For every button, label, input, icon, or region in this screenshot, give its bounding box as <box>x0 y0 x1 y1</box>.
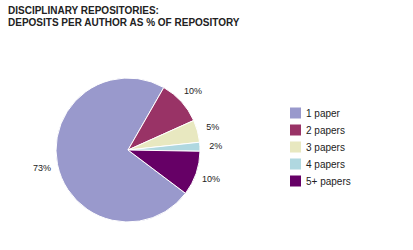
legend-item: 4 papers <box>290 159 345 170</box>
data-label: 2% <box>209 141 222 151</box>
legend-swatch <box>290 142 301 153</box>
title-line: DISCIPLINARY REPOSITORIES: <box>8 5 159 16</box>
legend-label: 3 papers <box>306 142 345 153</box>
legend-item: 2 papers <box>290 125 345 136</box>
legend-label: 5+ papers <box>306 176 351 187</box>
data-labels: 73% 10% 5% 2% 10% <box>33 86 222 184</box>
legend: 1 paper 2 papers 3 papers 4 papers 5+ papers <box>290 108 351 187</box>
title-line: DEPOSITS PER AUTHOR AS % OF REPOSITORY <box>8 17 240 28</box>
title: DISCIPLINARY REPOSITORIES:DEPOSITS PER A… <box>8 5 240 28</box>
data-label: 5% <box>206 122 219 132</box>
pie <box>56 78 200 222</box>
data-label: 10% <box>184 86 202 96</box>
legend-label: 2 papers <box>306 125 345 136</box>
data-label: 10% <box>202 174 220 184</box>
legend-item: 3 papers <box>290 142 345 153</box>
legend-swatch <box>290 159 301 170</box>
data-label: 73% <box>33 163 51 173</box>
legend-label: 1 paper <box>306 108 341 119</box>
legend-swatch <box>290 176 301 187</box>
chart: DISCIPLINARY REPOSITORIES:DEPOSITS PER A… <box>0 0 413 250</box>
legend-swatch <box>290 125 301 136</box>
legend-label: 4 papers <box>306 159 345 170</box>
legend-swatch <box>290 108 301 119</box>
legend-item: 1 paper <box>290 108 341 119</box>
pie-slice <box>128 150 200 193</box>
legend-item: 5+ papers <box>290 176 351 187</box>
